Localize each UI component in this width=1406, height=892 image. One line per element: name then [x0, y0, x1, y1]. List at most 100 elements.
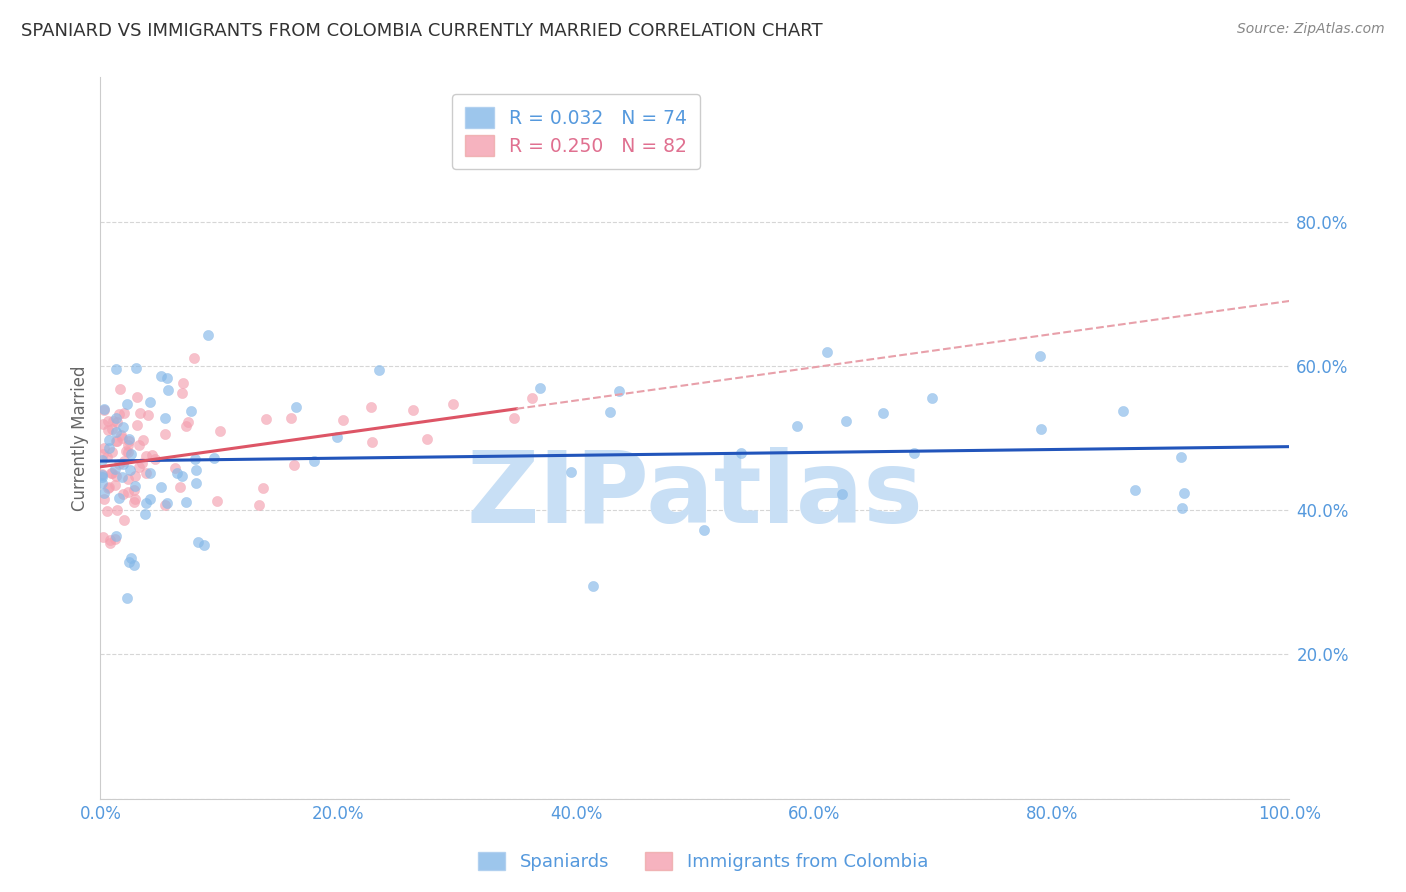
Point — [97, 441, 120, 455]
Point — [183, 351, 205, 365]
Point — [91, 530, 114, 544]
Text: SPANIARD VS IMMIGRANTS FROM COLOMBIA CURRENTLY MARRIED CORRELATION CHART: SPANIARD VS IMMIGRANTS FROM COLOMBIA CUR… — [21, 22, 823, 40]
Point — [103, 414, 125, 428]
Point — [105, 503, 128, 517]
Point — [104, 434, 127, 448]
Point — [93, 402, 115, 417]
Point — [186, 463, 208, 477]
Point — [177, 415, 200, 429]
Point — [520, 391, 543, 405]
Point — [125, 360, 148, 375]
Point — [155, 427, 177, 442]
Point — [141, 448, 163, 462]
Point — [529, 381, 551, 395]
Point — [96, 450, 118, 464]
Point — [208, 425, 231, 439]
Point — [124, 479, 146, 493]
Point — [153, 498, 176, 512]
Point — [105, 362, 128, 376]
Point — [360, 401, 382, 415]
Text: Source: ZipAtlas.com: Source: ZipAtlas.com — [1237, 22, 1385, 37]
Point — [135, 467, 157, 481]
Point — [117, 485, 139, 500]
Point — [921, 391, 943, 405]
Point — [599, 405, 621, 419]
Point — [831, 486, 853, 500]
Point — [156, 371, 179, 385]
Text: ZIPatlas: ZIPatlas — [467, 447, 924, 544]
Point — [415, 432, 437, 446]
Point — [91, 448, 114, 462]
Point — [187, 535, 209, 549]
Point — [97, 424, 120, 438]
Point — [117, 438, 139, 452]
Point — [283, 458, 305, 472]
Point — [176, 419, 198, 434]
Point — [111, 458, 134, 472]
Point — [149, 480, 172, 494]
Point — [149, 369, 172, 384]
Point — [304, 454, 326, 468]
Point — [93, 403, 115, 417]
Point — [361, 434, 384, 449]
Point — [110, 428, 132, 442]
Point — [186, 476, 208, 491]
Point — [207, 494, 229, 508]
Point — [104, 533, 127, 547]
Point — [560, 465, 582, 479]
Point — [104, 461, 127, 475]
Point — [193, 538, 215, 552]
Legend: Spaniards, Immigrants from Colombia: Spaniards, Immigrants from Colombia — [471, 845, 935, 879]
Point — [101, 466, 124, 480]
Point — [98, 533, 121, 547]
Point — [872, 407, 894, 421]
Point — [100, 466, 122, 480]
Point — [117, 445, 139, 459]
Point — [110, 383, 132, 397]
Point — [252, 481, 274, 495]
Point — [104, 478, 127, 492]
Point — [120, 447, 142, 461]
Point — [124, 491, 146, 506]
Point — [101, 421, 124, 435]
Point — [1029, 349, 1052, 363]
Point — [903, 445, 925, 459]
Point — [97, 481, 120, 495]
Point — [155, 410, 177, 425]
Point — [112, 406, 135, 420]
Point — [90, 452, 112, 467]
Point — [98, 536, 121, 550]
Point — [90, 467, 112, 481]
Point — [325, 430, 347, 444]
Point — [122, 558, 145, 572]
Point — [131, 457, 153, 471]
Point — [247, 499, 270, 513]
Point — [730, 446, 752, 460]
Point — [120, 550, 142, 565]
Point — [401, 402, 423, 417]
Point — [117, 472, 139, 486]
Point — [332, 413, 354, 427]
Point — [607, 384, 630, 398]
Point — [118, 463, 141, 477]
Point — [93, 417, 115, 431]
Point — [180, 404, 202, 418]
Point — [124, 469, 146, 483]
Point — [105, 415, 128, 429]
Point — [128, 438, 150, 452]
Point — [135, 450, 157, 464]
Point — [170, 385, 193, 400]
Point — [197, 327, 219, 342]
Point — [157, 384, 180, 398]
Point — [165, 461, 187, 475]
Point — [284, 400, 307, 414]
Point — [105, 411, 128, 425]
Point — [693, 523, 716, 537]
Point — [132, 433, 155, 447]
Point — [368, 363, 391, 377]
Point — [111, 470, 134, 484]
Point — [129, 405, 152, 419]
Point — [117, 397, 139, 411]
Point — [93, 486, 115, 500]
Point — [139, 395, 162, 409]
